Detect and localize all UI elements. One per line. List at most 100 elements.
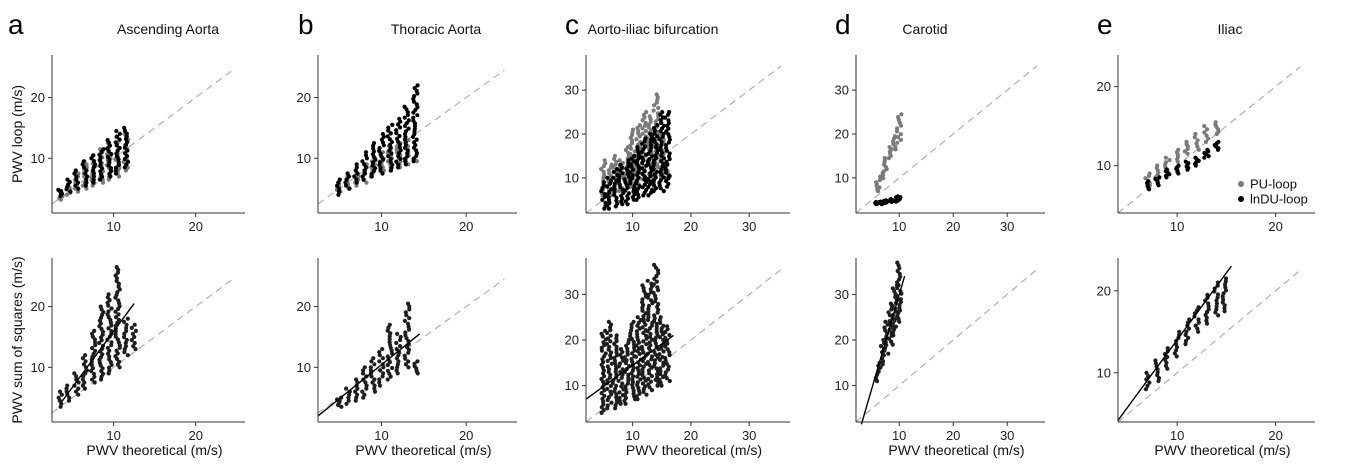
data-point xyxy=(124,325,129,330)
data-point xyxy=(1193,131,1198,137)
data-point xyxy=(653,119,658,124)
data-point xyxy=(412,94,417,99)
data-point xyxy=(109,306,114,311)
data-point xyxy=(612,341,617,346)
data-point xyxy=(656,105,661,110)
data-point xyxy=(878,365,883,370)
data-point xyxy=(57,389,63,394)
data-point xyxy=(1177,329,1182,334)
data-point xyxy=(666,118,671,123)
identity-line xyxy=(51,69,234,205)
data-point xyxy=(354,165,359,170)
data-point xyxy=(614,383,619,388)
data-point xyxy=(68,189,73,194)
series-lndu-loop xyxy=(873,194,903,207)
data-point xyxy=(360,371,366,376)
data-point xyxy=(122,331,127,336)
data-point xyxy=(635,366,640,371)
data-point xyxy=(114,348,119,353)
data-point xyxy=(620,171,625,176)
data-point xyxy=(388,157,393,162)
data-point xyxy=(117,131,122,136)
data-point xyxy=(646,368,652,373)
data-point xyxy=(377,350,382,355)
data-point xyxy=(89,363,94,368)
data-point xyxy=(618,162,623,167)
x-tick-label: 20 xyxy=(188,428,202,443)
data-point xyxy=(130,331,135,336)
data-point xyxy=(362,171,368,176)
data-point xyxy=(666,181,671,186)
data-point xyxy=(56,187,61,192)
data-point xyxy=(92,380,97,385)
data-point xyxy=(601,340,606,345)
series-lndu-loop xyxy=(1145,139,1221,192)
data-point xyxy=(415,83,420,88)
data-point xyxy=(1193,323,1198,328)
data-point xyxy=(353,389,358,394)
data-point xyxy=(648,379,654,384)
data-point xyxy=(344,177,349,182)
data-point xyxy=(640,381,646,386)
data-point xyxy=(628,162,633,167)
data-point xyxy=(663,355,668,361)
data-point xyxy=(895,126,900,131)
data-point xyxy=(1183,159,1188,164)
data-point xyxy=(648,131,653,137)
data-point xyxy=(655,134,660,139)
data-point xyxy=(74,177,79,182)
data-point xyxy=(605,184,610,189)
data-point xyxy=(647,114,652,119)
x-tick-label: 30 xyxy=(742,219,756,234)
data-point xyxy=(109,152,114,157)
data-point xyxy=(640,126,645,131)
data-point xyxy=(377,146,382,151)
data-point xyxy=(90,331,95,336)
data-point xyxy=(602,393,607,398)
data-point xyxy=(612,355,617,360)
data-point xyxy=(354,177,359,182)
panel-letter: c xyxy=(565,9,579,40)
fit-line xyxy=(585,334,674,400)
y-tick-label: 10 xyxy=(1097,158,1111,173)
data-point xyxy=(635,145,640,150)
data-point xyxy=(415,113,420,118)
data-point xyxy=(1163,155,1168,160)
data-point xyxy=(380,131,385,137)
x-tick-label: 10 xyxy=(106,428,120,443)
data-point xyxy=(1206,136,1211,141)
y-tick-label: 30 xyxy=(835,287,849,302)
data-point xyxy=(368,365,373,370)
series-lndu-loop xyxy=(599,110,672,211)
data-point xyxy=(639,344,645,350)
data-point xyxy=(74,374,79,379)
data-point xyxy=(403,129,408,134)
data-point xyxy=(362,392,367,397)
data-point xyxy=(414,102,419,107)
data-point xyxy=(663,330,668,335)
data-point xyxy=(113,315,119,320)
data-point xyxy=(1183,342,1188,347)
data-point xyxy=(105,154,110,159)
data-point xyxy=(113,140,118,145)
data-point xyxy=(91,159,96,164)
x-tick-label: 10 xyxy=(892,428,906,443)
data-point xyxy=(611,169,616,175)
identity-line xyxy=(51,278,234,414)
data-point xyxy=(659,159,664,164)
data-point xyxy=(649,388,655,393)
data-point xyxy=(1176,163,1181,168)
series-lndu-loop xyxy=(56,125,131,199)
data-point xyxy=(896,115,901,120)
data-point xyxy=(658,366,663,371)
identity-line xyxy=(855,268,1038,423)
data-point xyxy=(360,174,365,179)
data-point xyxy=(101,147,106,152)
data-point xyxy=(652,358,658,363)
data-point xyxy=(76,392,81,397)
data-point xyxy=(883,198,889,203)
data-point xyxy=(125,148,130,153)
